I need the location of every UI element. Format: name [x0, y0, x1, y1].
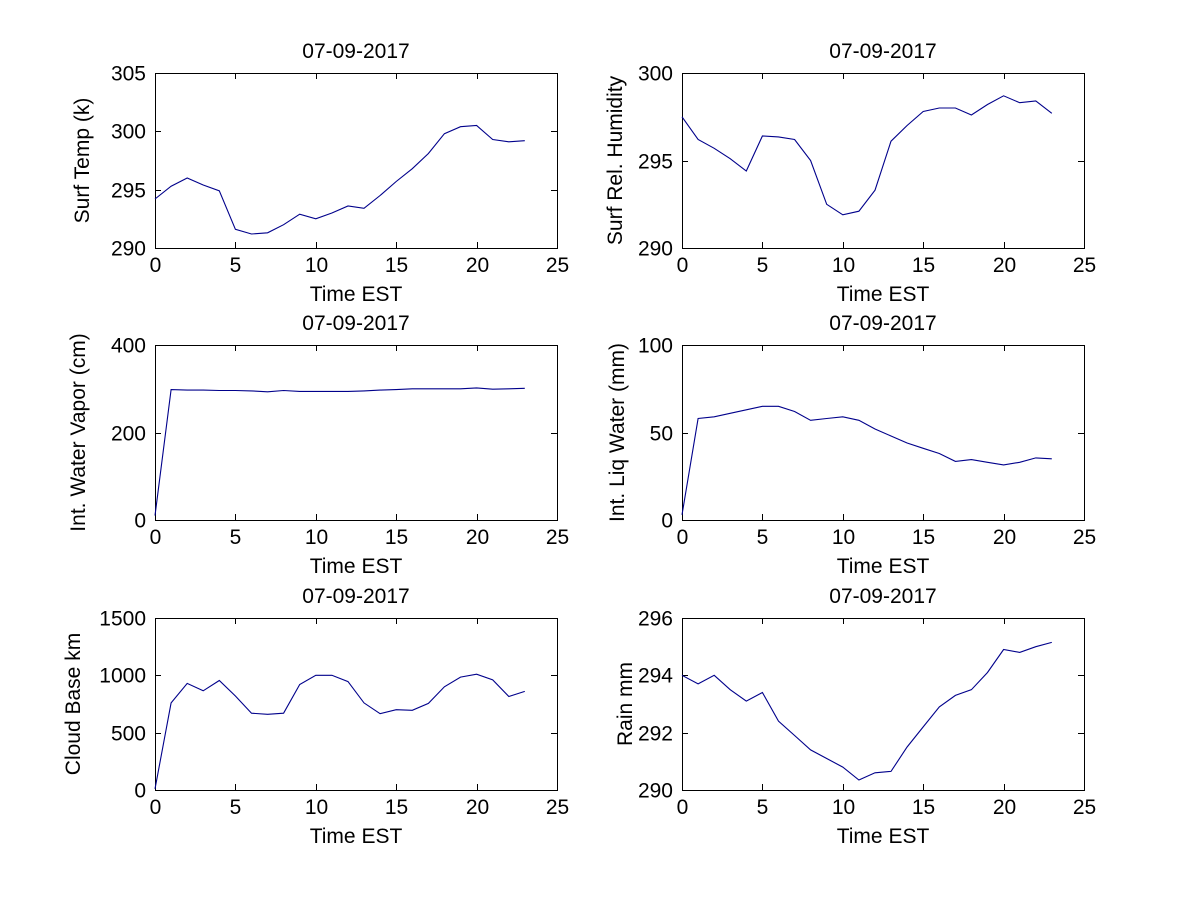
plot-title: 07-09-2017 — [302, 40, 409, 63]
y-tick-label: 294 — [638, 665, 673, 688]
x-tick-label: 25 — [1073, 254, 1096, 277]
x-tick-label: 15 — [912, 254, 935, 277]
y-tick-label: 1500 — [99, 608, 146, 631]
x-axis-label: Time EST — [837, 825, 930, 848]
plot-title: 07-09-2017 — [302, 312, 409, 335]
data-line-rain — [681, 641, 1052, 781]
y-axis-label: Surf Rel. Humidity — [604, 75, 627, 245]
subplot-int-liq-water: 0 5 10 15 20 25 0 50 100 07-09-2017 Time EST Int. L… — [606, 312, 1096, 578]
y-tick-label: 300 — [638, 63, 673, 86]
plot-title: 07-09-2017 — [829, 585, 936, 608]
x-tick-label: 10 — [832, 526, 855, 549]
data-line-surf-rel-humidity — [681, 95, 1053, 216]
x-tick-label: 10 — [832, 254, 855, 277]
y-tick-label: 100 — [638, 335, 673, 358]
x-tick-label: 15 — [385, 796, 408, 819]
x-tick-label: 0 — [150, 526, 162, 549]
subplot-surf-rel-humidity: 0 5 10 15 20 25 290 295 300 07-09-2017 Time EST Sur… — [604, 40, 1096, 306]
x-tick-label: 20 — [993, 796, 1016, 819]
y-tick-label: 305 — [111, 63, 146, 86]
subplot-surf-temp: 0 5 10 15 20 25 290 295 300 305 07-09-2017 Time EST… — [71, 40, 569, 306]
axes-box — [682, 73, 1085, 249]
x-tick-label: 20 — [993, 526, 1016, 549]
x-tick-label: 10 — [305, 796, 328, 819]
x-tick-label: 0 — [150, 796, 162, 819]
x-axis-label: Time EST — [310, 555, 403, 578]
x-tick-label: 20 — [993, 254, 1016, 277]
x-tick-label: 25 — [546, 796, 569, 819]
y-axis-label: Rain mm — [614, 662, 637, 746]
x-tick-label: 20 — [466, 254, 489, 277]
subplot-int-water-vapor: 0 5 10 15 20 25 0 200 400 07-09-2017 Time EST Int. … — [67, 312, 569, 578]
x-tick-label: 5 — [230, 796, 242, 819]
y-tick-label: 290 — [638, 238, 673, 261]
axes-box — [155, 345, 558, 521]
x-tick-label: 20 — [466, 796, 489, 819]
x-tick-label: 25 — [546, 254, 569, 277]
axes-box — [155, 618, 558, 791]
x-tick-label: 20 — [466, 526, 489, 549]
x-tick-label: 10 — [832, 796, 855, 819]
axes-box — [682, 618, 1085, 791]
x-tick-label: 10 — [305, 526, 328, 549]
x-tick-label: 5 — [230, 254, 242, 277]
x-tick-label: 15 — [385, 254, 408, 277]
y-tick-label: 300 — [111, 121, 146, 144]
y-tick-label: 50 — [650, 423, 673, 446]
x-tick-label: 5 — [757, 796, 769, 819]
x-tick-label: 25 — [546, 526, 569, 549]
x-axis-label: Time EST — [310, 825, 403, 848]
x-tick-label: 15 — [912, 796, 935, 819]
y-axis-label: Surf Temp (k) — [71, 98, 94, 224]
x-tick-label: 0 — [150, 254, 162, 277]
y-tick-label: 292 — [638, 723, 673, 746]
plot-title: 07-09-2017 — [829, 312, 936, 335]
y-tick-label: 0 — [661, 510, 673, 533]
y-tick-label: 290 — [638, 780, 673, 803]
x-tick-label: 0 — [677, 796, 689, 819]
y-tick-label: 500 — [111, 723, 146, 746]
axes-box — [155, 73, 558, 249]
plot-title: 07-09-2017 — [302, 585, 409, 608]
x-axis-label: Time EST — [837, 283, 930, 306]
y-tick-label: 0 — [134, 510, 146, 533]
y-axis-label: Cloud Base km — [62, 633, 85, 775]
x-tick-label: 0 — [677, 526, 689, 549]
x-tick-label: 25 — [1073, 796, 1096, 819]
x-tick-label: 15 — [385, 526, 408, 549]
x-tick-label: 10 — [305, 254, 328, 277]
subplot-cloud-base: 0 5 10 15 20 25 0 500 1000 1500 07-09-2017 Time EST… — [62, 585, 569, 848]
data-line-surf-temp — [154, 124, 525, 235]
plot-title: 07-09-2017 — [829, 40, 936, 63]
y-tick-label: 295 — [111, 180, 146, 203]
y-tick-label: 400 — [111, 335, 146, 358]
x-tick-label: 15 — [912, 526, 935, 549]
y-tick-label: 295 — [638, 151, 673, 174]
y-tick-label: 0 — [134, 780, 146, 803]
x-tick-label: 25 — [1073, 526, 1096, 549]
x-tick-label: 0 — [677, 254, 689, 277]
x-tick-label: 5 — [230, 526, 242, 549]
y-tick-label: 1000 — [99, 665, 146, 688]
y-axis-label: Int. Water Vapor (cm) — [67, 333, 90, 531]
y-tick-label: 290 — [111, 238, 146, 261]
y-axis-label: Int. Liq Water (mm) — [606, 343, 629, 522]
x-axis-label: Time EST — [310, 283, 403, 306]
data-line-cloud-base — [154, 673, 525, 790]
subplot-rain: 0 5 10 15 20 25 290 292 294 296 07-09-2017 Time EST… — [614, 585, 1096, 848]
y-tick-label: 200 — [111, 423, 146, 446]
data-line-int-liq-water — [681, 405, 1052, 515]
y-tick-label: 296 — [638, 608, 673, 631]
x-tick-label: 5 — [757, 254, 769, 277]
data-line-int-water-vapor — [154, 387, 525, 516]
x-axis-label: Time EST — [837, 555, 930, 578]
x-tick-label: 5 — [757, 526, 769, 549]
